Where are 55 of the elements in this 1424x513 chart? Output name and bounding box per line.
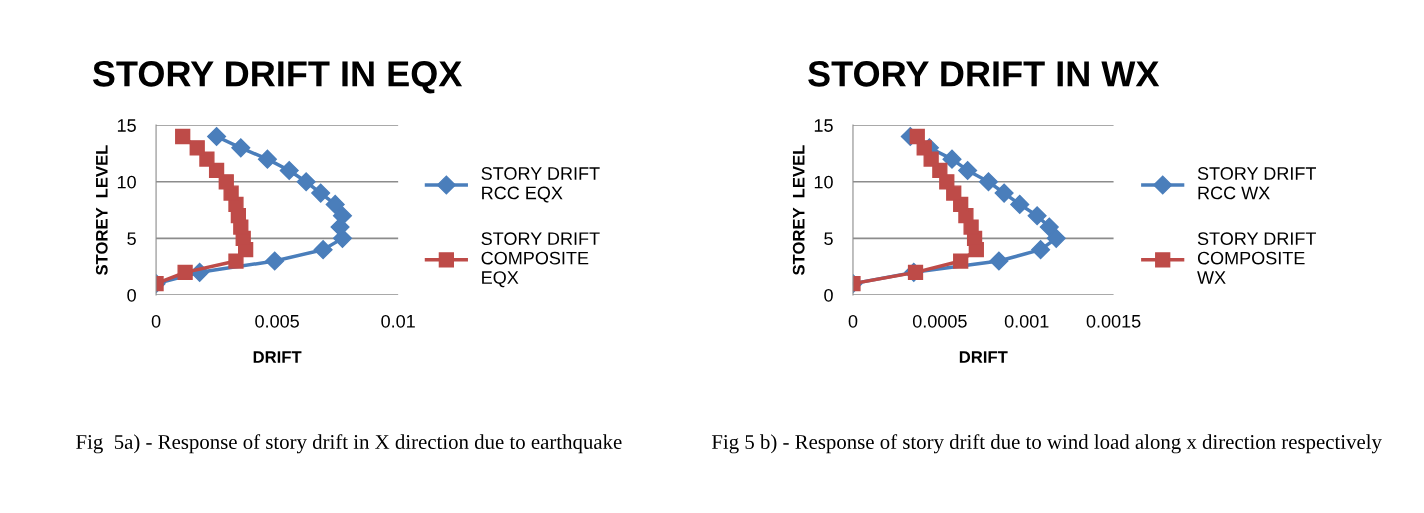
caption: Fig 5a) - Response of story drift in X direction due to earthquake xyxy=(76,434,622,454)
point xyxy=(942,149,962,169)
point xyxy=(1031,240,1051,260)
point xyxy=(325,194,345,214)
point xyxy=(265,251,285,271)
point xyxy=(296,172,316,192)
x-axis-title: DRIFT xyxy=(959,351,1008,363)
y-axis-title: STOREY LEVEL xyxy=(792,145,805,276)
y-tick-label: 10 xyxy=(117,175,136,189)
x-tick-label: 0.005 xyxy=(255,314,299,328)
point xyxy=(279,160,299,180)
point xyxy=(199,151,215,167)
point xyxy=(994,183,1014,203)
y-tick-label: 5 xyxy=(127,232,136,246)
x-tick-label: 0.01 xyxy=(381,314,415,328)
point xyxy=(257,149,277,169)
chart-title: STORY DRIFT IN EQX xyxy=(92,61,463,94)
point xyxy=(228,253,244,269)
point xyxy=(1039,217,1059,237)
point xyxy=(1027,206,1047,226)
point xyxy=(907,264,924,280)
y-tick-label: 10 xyxy=(814,175,833,189)
x-tick-label: 0.0015 xyxy=(1086,314,1141,328)
y-tick-label: 15 xyxy=(117,119,136,132)
y-tick-label: 5 xyxy=(824,232,833,246)
x-tick-label: 0.001 xyxy=(1004,314,1049,328)
y-tick-label: 0 xyxy=(824,288,833,302)
point xyxy=(177,264,193,280)
chart-title: STORY DRIFT IN WX xyxy=(808,61,1160,87)
x-axis-title: DRIFT xyxy=(253,351,302,363)
point xyxy=(953,253,969,269)
legend-label: STORY DRIFT RCC WX xyxy=(1197,167,1317,200)
y-tick-label: 0 xyxy=(127,288,136,302)
y-axis-title: STOREY LEVEL xyxy=(95,145,108,276)
point xyxy=(313,240,333,260)
x-tick-label: 0 xyxy=(848,314,858,328)
point xyxy=(989,251,1009,271)
x-tick-label: 0 xyxy=(151,314,161,328)
point xyxy=(909,128,925,145)
legend-label: STORY DRIFT COMPOSITE WX xyxy=(1197,232,1317,284)
point xyxy=(189,140,205,156)
point xyxy=(1010,194,1030,214)
y-tick-label: 15 xyxy=(814,119,833,132)
point xyxy=(332,206,353,226)
point xyxy=(311,183,331,203)
point xyxy=(958,160,978,180)
legend-label: STORY DRIFT COMPOSITE EQX xyxy=(481,232,600,288)
point xyxy=(175,128,191,145)
caption: Fig 5 b) - Response of story drift due to wind load along x direction respectively xyxy=(711,434,1382,454)
x-tick-label: 0.0005 xyxy=(912,314,967,328)
point xyxy=(1046,228,1066,248)
point xyxy=(231,138,251,158)
legend-label: STORY DRIFT RCC EQX xyxy=(481,167,600,203)
point xyxy=(978,172,999,192)
point xyxy=(207,126,227,147)
